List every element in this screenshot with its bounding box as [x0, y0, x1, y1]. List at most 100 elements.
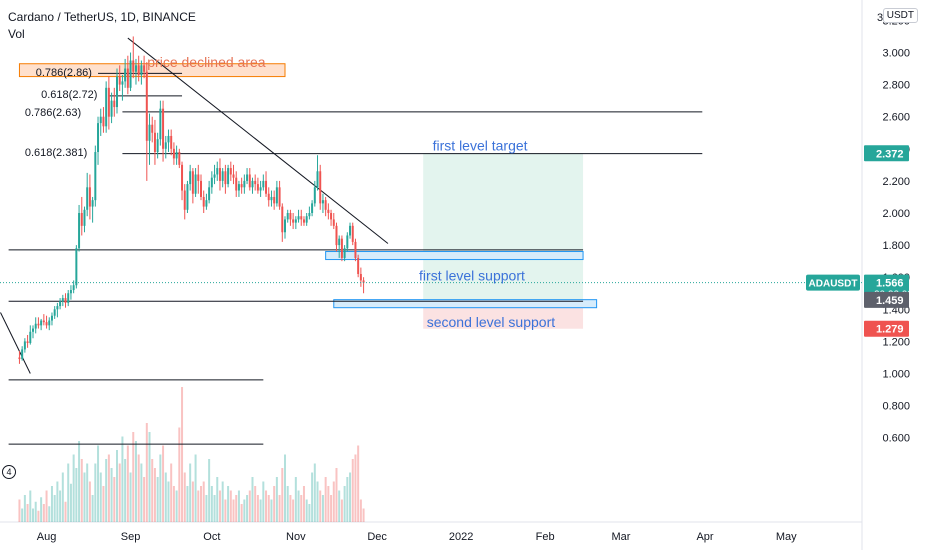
volume-bar [275, 477, 278, 522]
candle-body [221, 171, 224, 181]
volume-bar [267, 495, 270, 522]
volume-bar [227, 486, 230, 522]
volume-bar [316, 481, 319, 522]
ascending-trendline [0, 312, 31, 374]
stop-price-label: 1.459 [876, 295, 904, 307]
x-tick-label: Sep [121, 531, 141, 543]
candle-body [110, 100, 113, 117]
volume-bar [281, 468, 284, 522]
candle-body [80, 213, 83, 226]
volume-bar [151, 459, 154, 522]
candle-body [227, 168, 230, 185]
candle-body [132, 60, 135, 72]
volume-bar [265, 490, 268, 522]
fib-label-0786-top: 0.786(2.86) [36, 67, 92, 79]
candle-body [181, 164, 184, 191]
volume-bar [110, 468, 113, 522]
volume-bar [137, 454, 140, 522]
volume-bar [145, 423, 148, 522]
candle-body [235, 177, 238, 191]
volume-bar [129, 472, 132, 522]
volume-bar [292, 499, 295, 522]
volume-bar [321, 495, 324, 522]
candle-body [232, 174, 235, 178]
candle-body [248, 174, 251, 188]
x-tick-label: Aug [37, 531, 57, 543]
candle-body [129, 60, 132, 88]
volume-bar [259, 499, 262, 522]
volume-bar [42, 504, 45, 522]
candle-body [40, 320, 43, 326]
volume-bar [183, 472, 186, 522]
volume-bar [362, 508, 365, 522]
volume-bar [29, 490, 32, 522]
volume-bar [105, 459, 108, 522]
candle-body [270, 196, 273, 201]
volume-bar [91, 495, 94, 522]
candle-body [102, 116, 105, 127]
volume-bar [221, 481, 224, 522]
candle-body [305, 216, 308, 223]
volume-indicator-label[interactable]: Vol [8, 27, 25, 41]
candle-body [335, 225, 338, 246]
candle-body [292, 219, 295, 223]
candle-body [118, 76, 121, 85]
drawing-lines[interactable] [0, 37, 703, 445]
candle-body [91, 200, 94, 207]
volume-bar [300, 495, 303, 522]
candle-body [237, 184, 240, 191]
volume-bar [34, 501, 37, 522]
volume-bar [218, 490, 221, 522]
y-tick-label: 0.800 [882, 401, 910, 413]
volume-bar [181, 387, 184, 522]
candle-body [340, 238, 343, 258]
candle-body [94, 152, 97, 201]
candle-body [126, 68, 129, 88]
volume-bar [286, 486, 289, 522]
volume-bar [186, 486, 189, 522]
candle-body [297, 216, 300, 220]
volume-bar [302, 486, 305, 522]
candle-body [286, 213, 289, 220]
x-tick-label: 2022 [449, 531, 473, 543]
volume-bar [346, 477, 349, 522]
candle-body [175, 152, 178, 159]
candle-body [218, 168, 221, 181]
volume-bar [140, 463, 143, 522]
candle-body [311, 203, 314, 213]
x-tick-label: Feb [536, 531, 555, 543]
x-tick-label: Dec [367, 531, 387, 543]
x-tick-label: May [776, 531, 797, 543]
candle-body [148, 124, 151, 141]
candle-body [97, 123, 100, 153]
candle-body [330, 213, 333, 220]
candle-body [273, 196, 276, 204]
drawing-boxes[interactable] [18, 63, 598, 309]
volume-bar [26, 504, 29, 522]
volume-bar [254, 486, 257, 522]
volume-bar [359, 499, 362, 522]
volume-bar [338, 490, 341, 522]
volume-bar [294, 477, 297, 522]
candle-body [338, 238, 341, 246]
time-axis[interactable]: Aug Sep Oct Nov Dec 2022 Feb Mar Apr May [37, 531, 797, 543]
descending-trendline [127, 37, 389, 244]
first-level-target-price-tag [864, 145, 909, 162]
current-price-label: 1.566 [876, 278, 904, 290]
volume-bar [69, 483, 72, 522]
volume-bar [126, 445, 129, 522]
x-tick-label: Apr [696, 531, 713, 543]
candle-body [343, 248, 346, 258]
volume-bar [246, 495, 249, 522]
x-tick-label: Mar [612, 531, 631, 543]
y-tick-label: 1.800 [882, 240, 910, 252]
chart-title[interactable]: Cardano / TetherUS, 1D, BINANCE [8, 10, 196, 24]
price-declined-area-label: price declined area [147, 54, 266, 70]
volume-bar [37, 510, 40, 522]
candle-body [281, 206, 284, 233]
first-level-support-label: first level support [419, 268, 525, 284]
currency-badge[interactable]: USDT [882, 8, 918, 23]
